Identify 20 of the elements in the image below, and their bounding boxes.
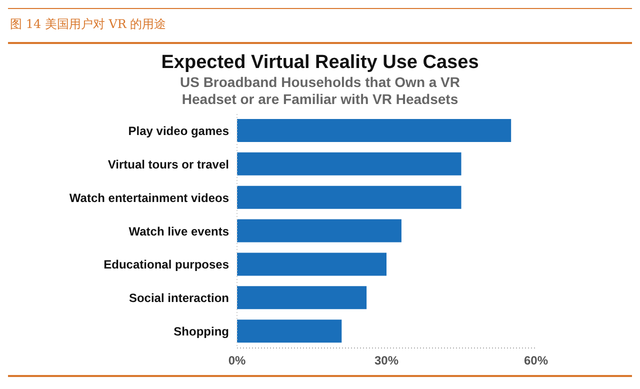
y-tick-label: Shopping — [174, 324, 229, 339]
y-tick-label: Watch live events — [128, 224, 230, 238]
y-tick-label: Educational purposes — [104, 258, 230, 272]
chart-subtitle: US Broadband Households that Own a VR Headset or are Familiar with VR Headsets — [178, 74, 462, 108]
x-tick-label: 30% — [374, 354, 399, 368]
y-tick-label: Social interaction — [128, 291, 229, 306]
y-tick-label: Virtual tours or travel — [108, 157, 229, 172]
y-tick-label: Play video games — [128, 124, 230, 138]
caption: 图 14 美国用户对 VR 的用途 — [10, 17, 166, 31]
bar — [237, 186, 462, 209]
y-tick-label: Watch entertainment videos — [69, 190, 230, 205]
x-tick-label: 0% — [228, 354, 246, 368]
x-tick-label: 60% — [524, 354, 548, 368]
bar — [237, 219, 402, 242]
bar — [237, 286, 367, 310]
bar — [237, 320, 342, 343]
chart-title: Expected Virtual Reality Use Cases — [160, 52, 480, 74]
bar — [237, 119, 512, 142]
bar — [237, 252, 386, 276]
bar — [237, 152, 462, 176]
